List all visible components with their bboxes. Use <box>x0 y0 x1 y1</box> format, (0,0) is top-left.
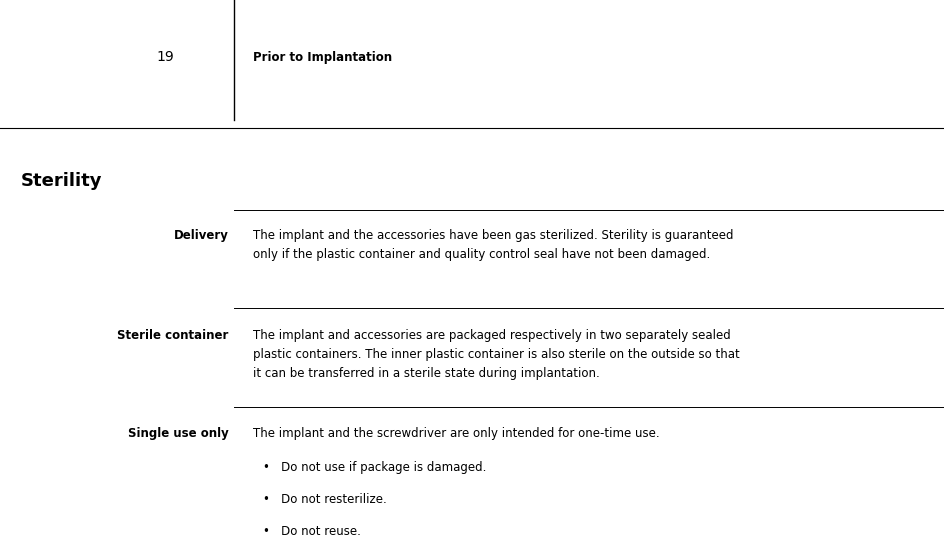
Text: Single use only: Single use only <box>127 427 228 440</box>
Text: •   Do not reuse.: • Do not reuse. <box>262 525 361 538</box>
Text: The implant and the accessories have been gas sterilized. Sterility is guarantee: The implant and the accessories have bee… <box>253 229 733 262</box>
Text: 19: 19 <box>157 50 174 64</box>
Text: •   Do not resterilize.: • Do not resterilize. <box>262 493 386 506</box>
Text: The implant and accessories are packaged respectively in two separately sealed
p: The implant and accessories are packaged… <box>253 329 739 379</box>
Text: Delivery: Delivery <box>174 229 228 242</box>
Text: Sterility: Sterility <box>21 172 102 190</box>
Text: •   Do not use if package is damaged.: • Do not use if package is damaged. <box>262 461 485 474</box>
Text: Prior to Implantation: Prior to Implantation <box>253 51 392 64</box>
Text: The implant and the screwdriver are only intended for one-time use.: The implant and the screwdriver are only… <box>253 427 659 440</box>
Text: Sterile container: Sterile container <box>117 329 228 342</box>
